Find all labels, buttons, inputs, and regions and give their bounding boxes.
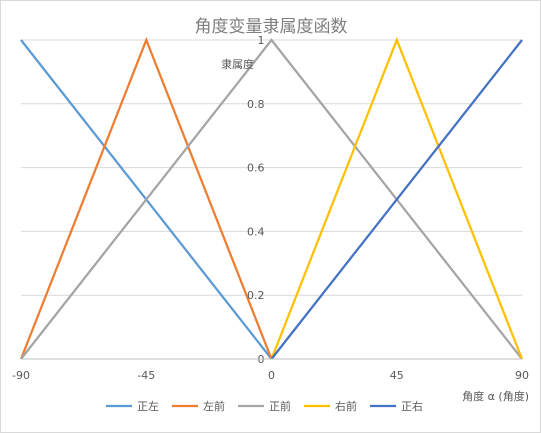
x-tick-label: 0: [268, 369, 275, 382]
x-axis-title: 角度 α (角度): [462, 389, 529, 403]
legend-label: 正左: [137, 400, 159, 413]
chart-title: 角度变量隶属度函数: [195, 17, 348, 37]
x-tick-label: 90: [515, 369, 529, 382]
y-tick-label: 0.6: [247, 162, 265, 175]
y-tick-label: 0.8: [247, 98, 265, 111]
y-tick-label: 0.4: [247, 225, 265, 238]
legend-label: 右前: [335, 399, 357, 413]
series-line: [19, 36, 273, 360]
series-line: [270, 36, 524, 360]
legend: 正左 左前 正前 右前 正右: [106, 399, 423, 413]
x-tick-label: -45: [137, 369, 155, 382]
series-line: [20, 38, 523, 360]
x-tick-label: -90: [12, 369, 30, 382]
legend-label: 左前: [203, 399, 225, 413]
series-layer: [19, 36, 524, 360]
legend-label: 正右: [401, 399, 423, 413]
y-tick-label: 1: [258, 34, 265, 47]
x-tick-label: 45: [390, 369, 404, 382]
y-axis-title: 隶属度: [221, 57, 254, 71]
legend-label: 正前: [269, 399, 291, 413]
series-line: [270, 39, 523, 360]
y-tick-label: 0.2: [247, 289, 265, 302]
